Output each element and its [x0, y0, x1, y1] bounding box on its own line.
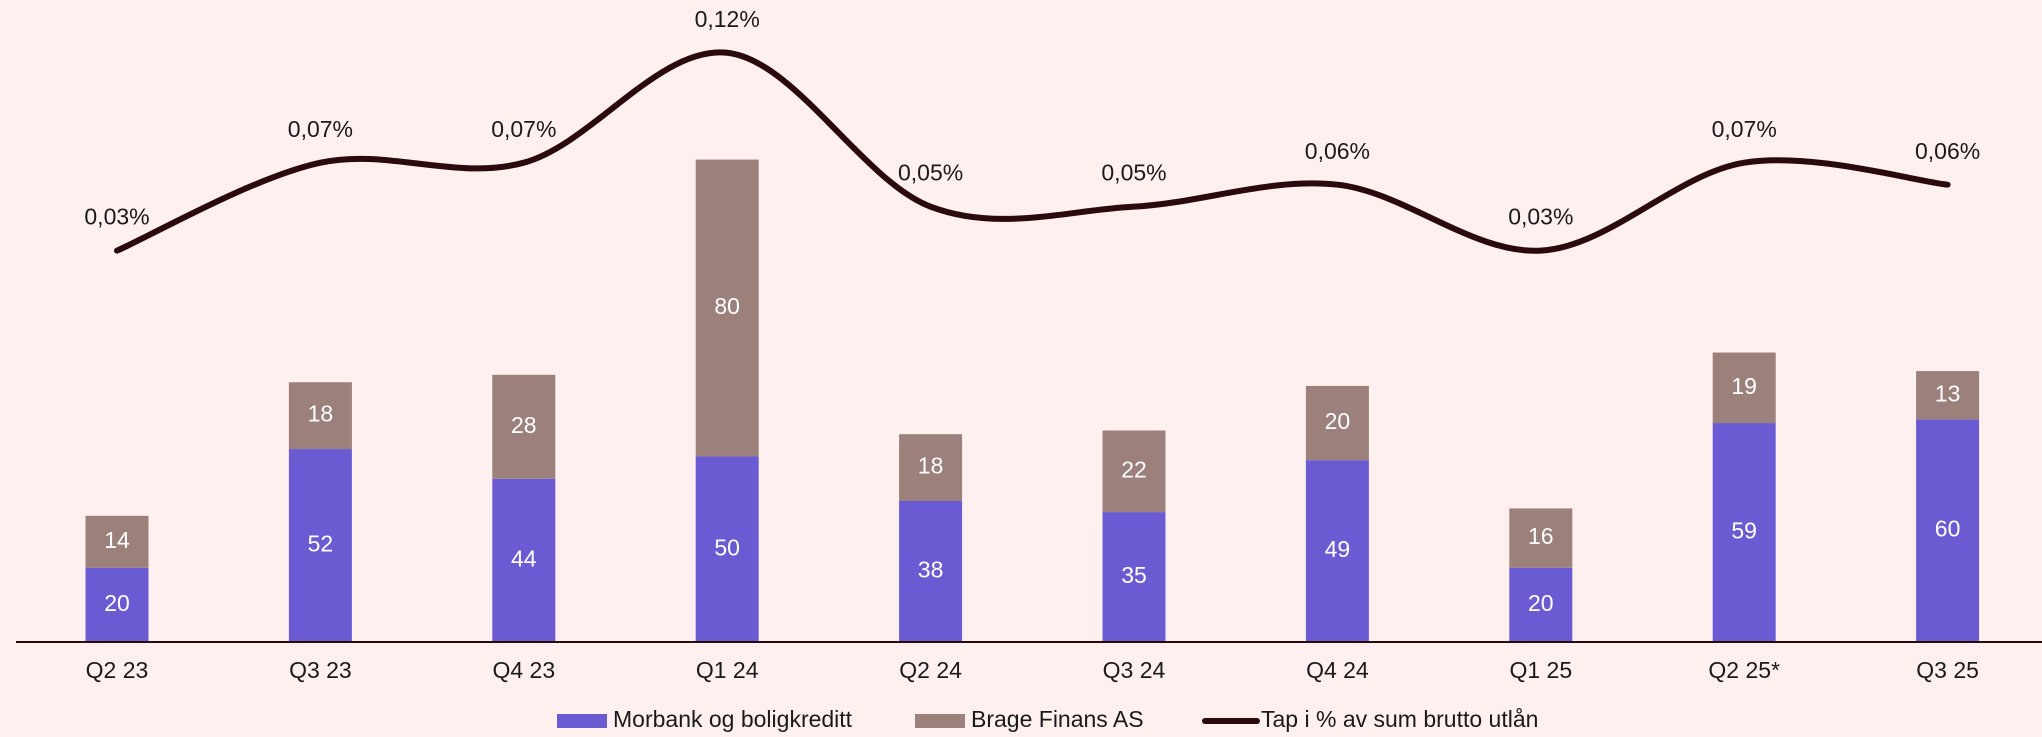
- bar-segment: [899, 434, 963, 501]
- bar-segment: [85, 567, 149, 642]
- bar-segment: [1102, 430, 1166, 513]
- line-value-label: 0,07%: [491, 116, 556, 142]
- bar-value-label: 28: [511, 412, 537, 438]
- line-value-label: 0,07%: [288, 116, 353, 142]
- x-tick-label: Q4 23: [492, 657, 555, 683]
- line-value-label: 0,06%: [1305, 138, 1370, 164]
- bar-segment: [1305, 385, 1369, 461]
- bar-segment: [695, 159, 759, 457]
- bar-value-label: 18: [308, 401, 334, 427]
- x-tick-label: Q1 25: [1509, 657, 1572, 683]
- bar-value-label: 13: [1935, 380, 1961, 406]
- bar-value-label: 80: [714, 293, 740, 319]
- bar-value-label: 18: [918, 453, 944, 479]
- x-tick-label: Q3 23: [289, 657, 352, 683]
- x-tick-label: Q3 25: [1916, 657, 1979, 683]
- bar-value-label: 44: [511, 545, 537, 571]
- bar-segment: [1305, 460, 1369, 642]
- bar-value-label: 59: [1731, 518, 1757, 544]
- bar-segment: [899, 500, 963, 642]
- x-tick-label: Q2 24: [899, 657, 962, 683]
- bar-segment: [492, 478, 556, 642]
- bar-value-label: 38: [918, 557, 944, 583]
- bar-segment: [1916, 419, 1980, 642]
- bar-value-label: 60: [1935, 516, 1961, 542]
- line-value-label: 0,05%: [898, 160, 963, 186]
- legend-label: Brage Finans AS: [971, 706, 1144, 732]
- bar-segment: [288, 382, 352, 450]
- bar-value-label: 14: [104, 527, 130, 553]
- x-tick-label: Q3 24: [1103, 657, 1166, 683]
- line-value-label: 0,07%: [1712, 116, 1777, 142]
- bar-value-label: 20: [104, 590, 130, 616]
- bar-value-label: 20: [1528, 590, 1554, 616]
- bar-segment: [492, 374, 556, 479]
- bar-value-label: 22: [1121, 456, 1147, 482]
- bar-value-label: 20: [1325, 408, 1351, 434]
- line: [114, 49, 1951, 254]
- bar-segment: [288, 449, 352, 642]
- bar-segment: [1712, 352, 1776, 424]
- line-value-label: 0,12%: [695, 6, 760, 32]
- bar-value-label: 52: [308, 531, 334, 557]
- line-value-label: 0,03%: [1508, 204, 1573, 230]
- x-tick-label: Q1 24: [696, 657, 759, 683]
- bar-value-label: 50: [714, 534, 740, 560]
- bar-value-label: 35: [1121, 562, 1147, 588]
- bar-segment: [1916, 371, 1980, 420]
- legend-label: Morbank og boligkreditt: [613, 706, 853, 732]
- bar-segment: [1102, 512, 1166, 642]
- x-tick-label: Q2 23: [86, 657, 149, 683]
- bar-segment: [695, 456, 759, 642]
- bar-segment: [85, 515, 149, 568]
- bar-segment: [1509, 567, 1573, 642]
- bar-value-label: 49: [1325, 536, 1351, 562]
- line-value-label: 0,05%: [1101, 160, 1166, 186]
- line-value-label: 0,06%: [1915, 138, 1980, 164]
- line-value-label: 0,03%: [84, 204, 149, 230]
- x-tick-label: Q4 24: [1306, 657, 1369, 683]
- legend-label: Tap i % av sum brutto utlån: [1261, 706, 1538, 732]
- bar-segment: [1509, 508, 1573, 568]
- bar-value-label: 19: [1731, 373, 1757, 399]
- legend-swatch: [557, 714, 607, 728]
- x-tick-label: Q2 25*: [1708, 657, 1780, 683]
- legend-swatch: [915, 714, 965, 728]
- bar-segment: [1712, 423, 1776, 642]
- bar-value-label: 16: [1528, 523, 1554, 549]
